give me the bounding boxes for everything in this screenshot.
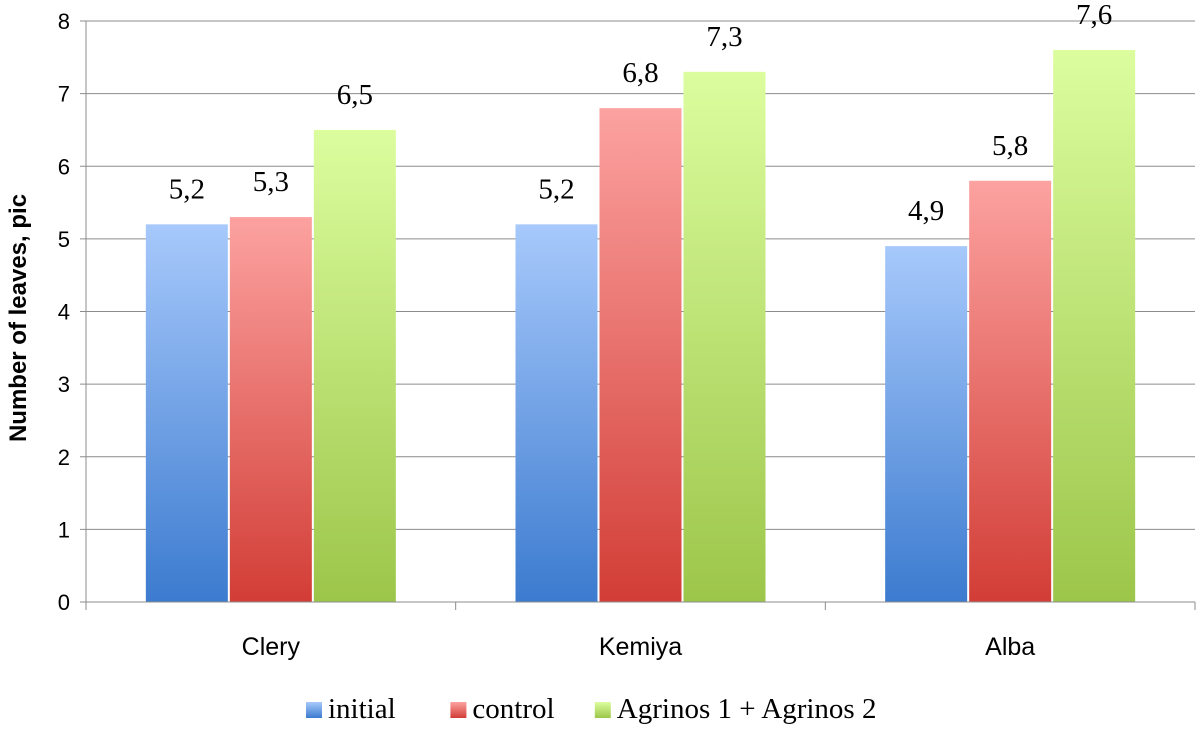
data-labels: 5,2 5,3 6,5 5,2 6,8 7,3 4,9 5,8 7,6 bbox=[169, 0, 1113, 227]
legend-swatch bbox=[594, 702, 611, 718]
y-tick-label: 3 bbox=[58, 372, 70, 397]
data-label: 4,9 bbox=[908, 195, 944, 227]
y-tick-label: 4 bbox=[58, 300, 70, 325]
legend-label: Agrinos 1 + Agrinos 2 bbox=[617, 693, 877, 725]
legend-label: control bbox=[472, 693, 554, 725]
legend-label: initial bbox=[328, 693, 396, 725]
bar-control-alba bbox=[969, 180, 1052, 602]
data-label: 6,8 bbox=[622, 57, 658, 89]
bar-initial-clery bbox=[145, 224, 228, 602]
data-label: 5,2 bbox=[538, 173, 574, 205]
y-tick-label: 5 bbox=[58, 227, 70, 252]
y-tick-label: 6 bbox=[58, 154, 70, 179]
x-tick-label: Clery bbox=[242, 633, 301, 661]
bar-initial-alba bbox=[885, 246, 968, 602]
x-tick-label: Alba bbox=[985, 633, 1035, 661]
bar-control-kemiya bbox=[599, 108, 682, 603]
data-label: 7,6 bbox=[1076, 0, 1112, 31]
legend-swatch bbox=[450, 702, 467, 718]
legend-swatch bbox=[306, 702, 322, 718]
axes: 0 1 2 3 4 5 6 7 8 Clery Kemiya Alba bbox=[58, 9, 1196, 661]
y-tick-label: 1 bbox=[58, 517, 70, 542]
y-tick-label: 8 bbox=[58, 9, 70, 34]
y-tick-label: 0 bbox=[58, 590, 70, 615]
data-label: 5,8 bbox=[992, 130, 1028, 162]
data-label: 5,3 bbox=[253, 166, 289, 198]
y-tick-label: 2 bbox=[58, 445, 70, 470]
data-label: 7,3 bbox=[706, 21, 742, 53]
y-axis-title: Number of leaves, pic bbox=[5, 194, 32, 442]
data-label: 6,5 bbox=[337, 79, 373, 111]
legend: initial control Agrinos 1 + Agrinos 2 bbox=[306, 693, 876, 725]
bar-initial-kemiya bbox=[515, 224, 598, 602]
x-tick-label: Kemiya bbox=[599, 633, 682, 661]
bar-agrinos-1-agrinos-2-alba bbox=[1053, 50, 1136, 603]
y-tick-label: 7 bbox=[58, 82, 70, 107]
bar-control-clery bbox=[229, 217, 312, 602]
bar-agrinos-1-agrinos-2-kemiya bbox=[683, 71, 766, 602]
data-label: 5,2 bbox=[169, 173, 205, 205]
bars bbox=[145, 50, 1136, 603]
bar-agrinos-1-agrinos-2-clery bbox=[313, 129, 396, 602]
